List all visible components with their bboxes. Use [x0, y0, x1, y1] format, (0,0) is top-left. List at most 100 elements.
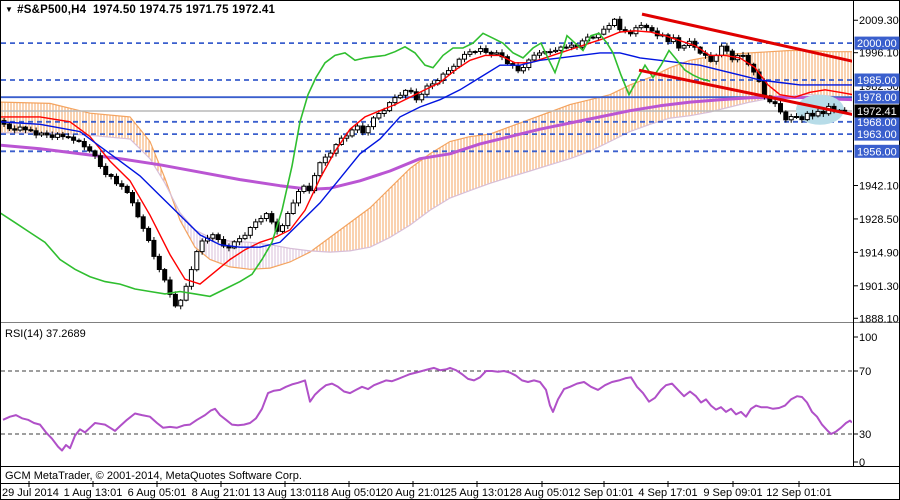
candle: [146, 227, 152, 241]
candle: [151, 239, 157, 257]
candle: [242, 234, 248, 240]
time-tick-label: 2 Sep 01:01: [574, 487, 633, 499]
level-price-tag: [854, 127, 900, 141]
candle: [397, 94, 403, 99]
candle: [644, 24, 650, 29]
time-tick-label: 28 Aug 05:01: [510, 487, 575, 499]
support-resistance-levels[interactable]: [1, 42, 852, 153]
candle: [772, 101, 778, 105]
candle: [810, 112, 816, 117]
candle: [97, 155, 103, 168]
price-axis[interactable]: 1982.502009.301996.101942.101928.501914.…: [853, 15, 900, 325]
level-price-tag: [854, 115, 900, 129]
candle: [87, 146, 93, 152]
time-tick-label: 13 Aug 13:01: [253, 487, 318, 499]
rsi-line: [2, 366, 852, 452]
candle: [210, 234, 216, 239]
candle: [317, 162, 323, 177]
rsi-tick-label: 100: [859, 332, 877, 344]
candle: [472, 51, 478, 53]
candle: [60, 133, 66, 138]
level-price-tag: [854, 36, 900, 50]
candle: [156, 255, 162, 270]
time-tick-label: 20 Aug 21:01: [381, 487, 446, 499]
candle: [547, 51, 553, 54]
candle: [371, 117, 376, 128]
main-price-panel[interactable]: [0, 12, 856, 310]
candle: [537, 52, 542, 56]
candle: [606, 25, 612, 30]
candle: [162, 269, 168, 281]
candle: [601, 28, 607, 35]
candle: [92, 150, 98, 157]
candle: [22, 126, 28, 131]
channel-lower-trendline: [638, 68, 852, 116]
candle: [135, 202, 141, 218]
candle: [167, 279, 173, 295]
candle: [258, 218, 264, 223]
candle: [44, 132, 50, 136]
price-tick-label: 1942.10: [859, 180, 899, 192]
time-axis[interactable]: 29 Jul 2014 1 Aug 13:01 6 Aug 05:01 8 Aug 2…: [2, 481, 832, 499]
candle: [483, 48, 489, 53]
candle: [520, 67, 526, 72]
candle: [231, 241, 237, 249]
candle: [114, 175, 119, 185]
candle: [563, 46, 569, 49]
level-price-tag-label: 1985.00: [857, 75, 897, 87]
price-tick-label: 1928.50: [859, 214, 899, 226]
candle: [81, 141, 87, 148]
candle: [296, 191, 301, 204]
candle: [290, 202, 296, 214]
chart-dropdown-icon[interactable]: ▼: [5, 5, 14, 14]
candle: [65, 136, 71, 139]
candle: [392, 97, 398, 104]
candle: [365, 126, 371, 134]
kijun-sen-line: [1, 52, 852, 248]
time-tick-label: 18 Aug 05:01: [317, 487, 382, 499]
candle: [17, 126, 23, 131]
level-price-tag-label: 1978.00: [857, 92, 897, 104]
candle: [237, 238, 243, 243]
candle: [745, 54, 751, 65]
candle: [799, 116, 805, 121]
candle: [761, 80, 767, 97]
candle: [478, 48, 484, 52]
candle: [306, 185, 312, 192]
candle: [446, 70, 451, 75]
time-tick-label: 25 Aug 13:01: [445, 487, 510, 499]
candle: [322, 156, 328, 164]
trend-channel[interactable]: [638, 12, 856, 116]
sma200-line: [1, 95, 852, 191]
candle: [221, 239, 227, 247]
candle: [263, 213, 269, 220]
candle: [638, 24, 644, 29]
candle: [649, 27, 655, 32]
price-tick-label: 2009.30: [859, 15, 899, 27]
candle: [188, 269, 194, 287]
candle: [515, 65, 521, 72]
candle: [617, 18, 623, 31]
candle: [253, 221, 259, 228]
level-price-tag-label: 1968.00: [857, 117, 897, 129]
candle: [349, 129, 355, 137]
candle: [729, 50, 735, 61]
chikou-span-line: [1, 32, 711, 298]
candle: [12, 128, 18, 131]
candle: [804, 112, 810, 121]
candle: [665, 34, 671, 43]
candle: [376, 113, 382, 119]
candle: [569, 44, 575, 48]
level-price-tag-label: 2000.00: [857, 38, 897, 50]
candle: [778, 103, 783, 113]
candle: [71, 136, 77, 141]
level-price-tag-label: 1956.00: [857, 146, 897, 158]
candle: [108, 174, 114, 177]
candle: [708, 54, 714, 62]
rsi-axis[interactable]: 100 70 30 0: [853, 332, 878, 469]
candle: [467, 51, 473, 55]
rsi-panel[interactable]: [1, 366, 852, 452]
candle: [676, 37, 682, 49]
